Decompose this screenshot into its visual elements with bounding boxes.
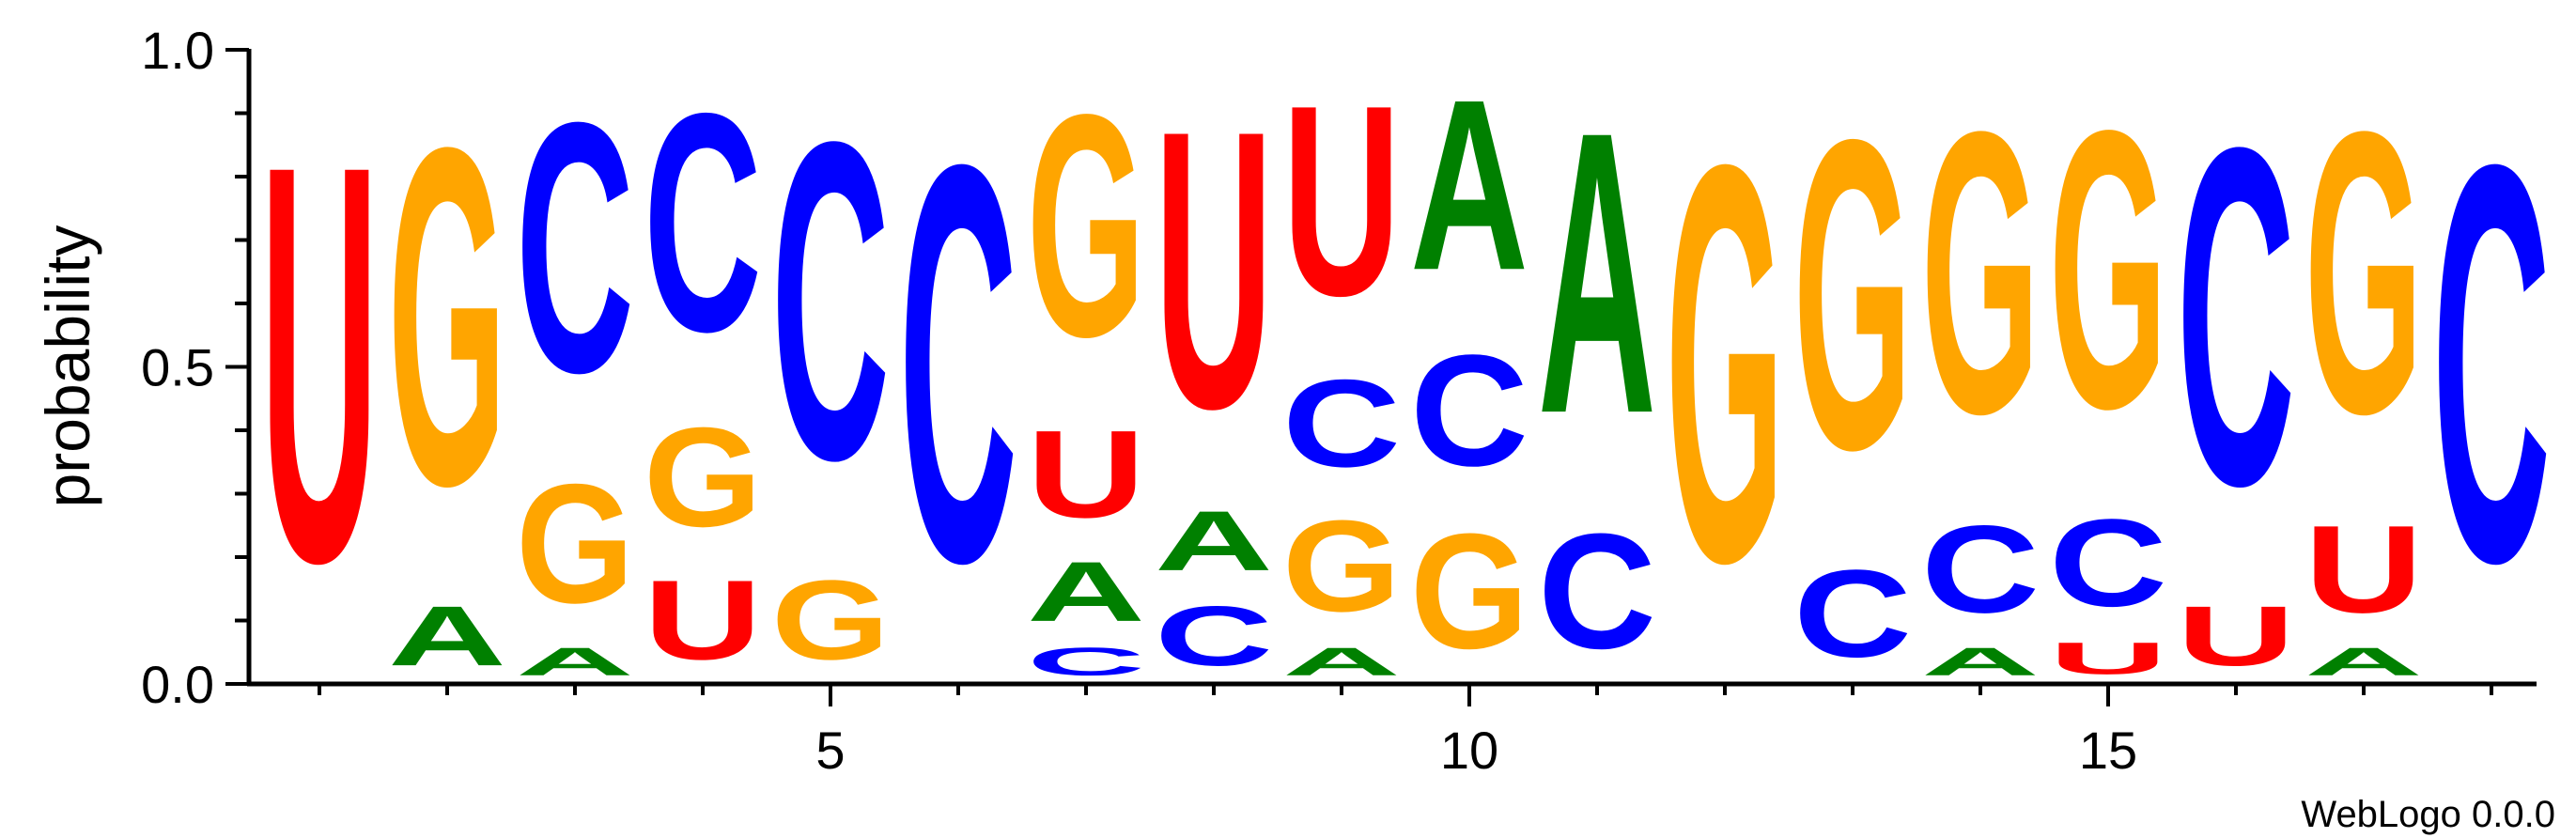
x-tick-label: 15 bbox=[2079, 721, 2137, 780]
x-tick-label: 5 bbox=[815, 721, 845, 780]
glyph-c-pos-7: C bbox=[1027, 639, 1145, 683]
glyph-g-pos-17: G bbox=[2304, 48, 2423, 498]
glyph-a-pos-3: A bbox=[516, 639, 634, 683]
glyph-g-pos-15: G bbox=[2049, 48, 2167, 490]
y-tick-label: 0.5 bbox=[141, 338, 214, 397]
glyph-a-pos-10: A bbox=[1410, 49, 1529, 321]
glyph-c-pos-16: C bbox=[2177, 49, 2295, 586]
glyph-u-pos-17: U bbox=[2304, 500, 2423, 639]
glyph-a-pos-9: A bbox=[1282, 639, 1401, 683]
glyph-u-pos-16: U bbox=[2177, 589, 2295, 684]
glyph-u-pos-7: U bbox=[1027, 405, 1145, 544]
glyph-g-pos-14: G bbox=[1921, 48, 2040, 498]
glyph-u-pos-1: U bbox=[260, 48, 379, 681]
glyph-g-pos-10: G bbox=[1410, 499, 1529, 683]
glyph-a-pos-17: A bbox=[2304, 639, 2423, 683]
glyph-a-pos-14: A bbox=[1921, 639, 2040, 683]
glyph-c-pos-6: C bbox=[899, 48, 1017, 681]
glyph-c-pos-13: C bbox=[1793, 544, 1912, 683]
glyph-c-pos-15: C bbox=[2049, 493, 2167, 632]
glyph-g-pos-12: G bbox=[1666, 47, 1784, 679]
y-tick-label: 1.0 bbox=[141, 21, 214, 80]
x-ticks: 5 10 15 bbox=[318, 684, 2493, 780]
glyph-c-pos-11: C bbox=[1538, 500, 1656, 683]
glyph-g-pos-7: G bbox=[1027, 49, 1145, 403]
glyph-g-pos-5: G bbox=[771, 557, 890, 683]
glyph-c-pos-4: C bbox=[644, 49, 762, 396]
glyph-g-pos-2: G bbox=[388, 47, 506, 585]
glyph-c-pos-8: C bbox=[1155, 589, 1273, 684]
glyph-c-pos-3: C bbox=[516, 49, 634, 447]
x-tick-label: 10 bbox=[1440, 721, 1498, 780]
glyph-c-pos-5: C bbox=[771, 48, 890, 554]
y-tick-label: 0.0 bbox=[141, 655, 214, 714]
glyph-u-pos-8: U bbox=[1155, 49, 1273, 490]
glyph-g-pos-13: G bbox=[1793, 48, 1912, 541]
glyph-a-pos-8: A bbox=[1155, 494, 1273, 589]
glyph-c-pos-9: C bbox=[1282, 354, 1401, 493]
weblogo-credit: WebLogo 0.0.0 bbox=[2301, 794, 2555, 835]
glyph-u-pos-9: U bbox=[1282, 49, 1401, 352]
glyph-c-pos-14: C bbox=[1921, 500, 2040, 639]
glyph-u-pos-15: U bbox=[2049, 633, 2167, 684]
glyph-g-pos-9: G bbox=[1282, 493, 1401, 638]
glyph-g-pos-4: G bbox=[644, 398, 762, 557]
y-axis-label: probability bbox=[33, 225, 102, 508]
glyph-u-pos-4: U bbox=[644, 556, 762, 683]
glyph-a-pos-11: A bbox=[1538, 49, 1656, 498]
glyph-c-pos-18: C bbox=[2432, 48, 2551, 681]
glyph-c-pos-10: C bbox=[1410, 323, 1529, 500]
glyph-g-pos-3: G bbox=[516, 450, 634, 639]
y-ticks: 0.0 0.5 1.0 bbox=[141, 21, 249, 714]
glyph-a-pos-7: A bbox=[1027, 545, 1145, 640]
glyph-a-pos-2: A bbox=[388, 589, 506, 684]
